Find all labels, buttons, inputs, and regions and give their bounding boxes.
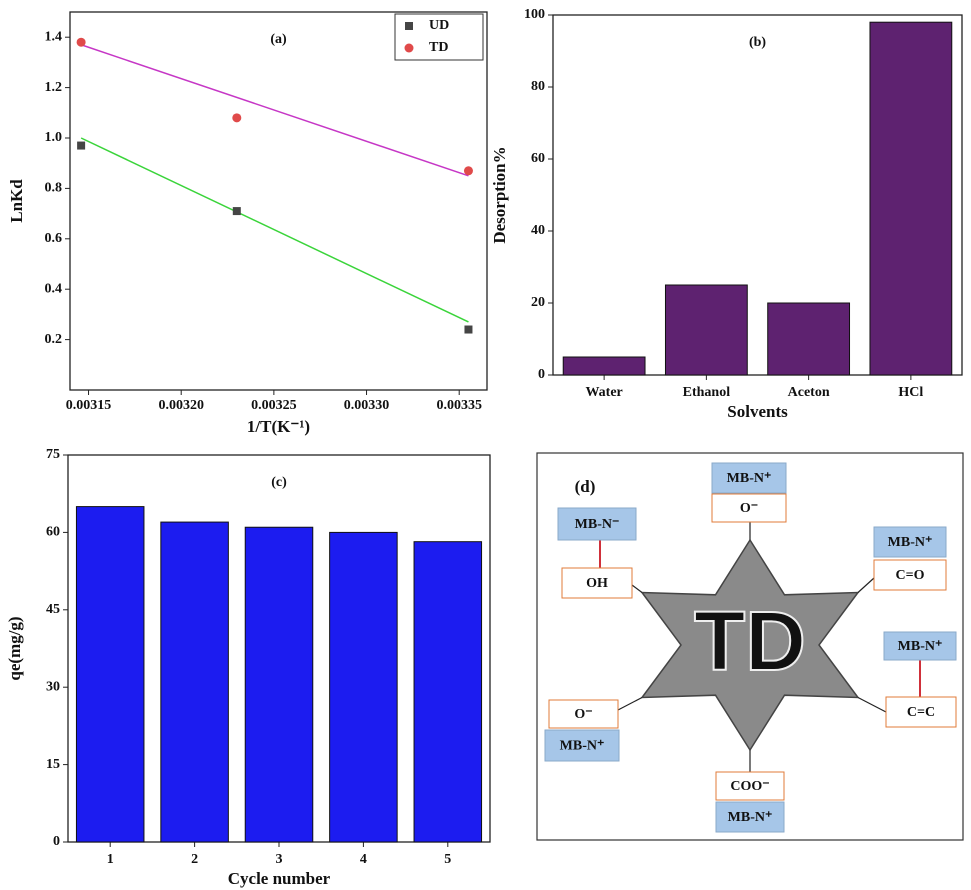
- y-axis-label: LnKd: [7, 179, 26, 223]
- y-tick-label: 0: [53, 834, 60, 849]
- panel-label: (b): [749, 35, 766, 50]
- site-box-label: COO⁻: [730, 779, 769, 794]
- x-tick-label: HCl: [898, 385, 923, 400]
- bar: [562, 356, 646, 376]
- panel-label: (d): [575, 477, 596, 496]
- y-axis-label: qe(mg/g): [5, 616, 24, 680]
- y-tick-label: 0.4: [45, 281, 63, 296]
- ion-box-label: MB-N⁺: [728, 810, 773, 825]
- x-tick-label: Aceton: [788, 385, 830, 400]
- site-box: [548, 699, 619, 729]
- site-box-label: C=O: [896, 568, 925, 583]
- y-tick-label: 0.6: [45, 231, 63, 246]
- x-axis-label: 1/T(K⁻¹): [247, 417, 310, 436]
- diagram-frame: [536, 452, 964, 841]
- site-box-label: O⁻: [574, 707, 592, 722]
- y-tick-label: 0.8: [45, 181, 63, 196]
- point: [464, 325, 473, 334]
- connector: [857, 577, 875, 593]
- y-tick-label: 0: [538, 367, 545, 382]
- plot-frame: [69, 11, 488, 391]
- y-tick-label: 0.2: [45, 332, 63, 347]
- connector: [617, 696, 643, 711]
- site-box-label: OH: [586, 576, 608, 591]
- y-tick-label: 30: [46, 679, 60, 694]
- ion-box: [711, 462, 787, 494]
- fit-line: [80, 44, 469, 177]
- site-box: [885, 696, 957, 728]
- x-tick-label: 0.00315: [66, 398, 112, 413]
- y-tick-label: 60: [46, 525, 60, 540]
- y-tick-label: 1.4: [45, 29, 63, 44]
- legend-marker: [404, 43, 414, 53]
- bar: [329, 531, 398, 843]
- connector: [631, 584, 643, 593]
- panel-label: (c): [271, 475, 287, 490]
- y-tick-label: 75: [46, 447, 60, 462]
- ion-box-label: MB-N⁺: [727, 471, 772, 486]
- x-tick-label: 0.00320: [158, 398, 204, 413]
- point: [463, 166, 473, 176]
- y-tick-label: 100: [524, 7, 545, 22]
- x-tick-label: 4: [360, 852, 367, 867]
- bar: [75, 506, 145, 843]
- y-tick-label: 15: [46, 757, 60, 772]
- legend-label: UD: [429, 18, 449, 33]
- y-tick-label: 40: [531, 223, 545, 238]
- x-axis-label: Solvents: [727, 402, 788, 421]
- ion-box: [544, 729, 620, 762]
- bar: [413, 541, 483, 843]
- x-tick-label: 3: [276, 852, 283, 867]
- x-tick-label: 0.00335: [436, 398, 482, 413]
- point: [76, 37, 86, 47]
- bar: [244, 526, 314, 843]
- ion-box-label: MB-N⁺: [560, 739, 605, 754]
- site-box: [715, 771, 785, 801]
- point: [232, 207, 241, 216]
- site-box: [711, 493, 787, 523]
- panel-label: (a): [270, 32, 287, 47]
- star-label: TD: [694, 594, 806, 688]
- site-box-label: C=C: [907, 705, 935, 720]
- y-tick-label: 60: [531, 151, 545, 166]
- ion-box: [557, 507, 637, 541]
- point: [77, 141, 86, 150]
- ion-box: [873, 526, 947, 558]
- x-tick-label: Water: [585, 385, 622, 400]
- bar: [664, 284, 748, 376]
- ion-box-label: MB-N⁺: [888, 535, 933, 550]
- ion-box: [883, 631, 957, 661]
- ion-box-label: MB-N⁻: [575, 517, 620, 532]
- plot-frame: [552, 14, 963, 376]
- y-tick-label: 1.0: [45, 130, 63, 145]
- x-tick-label: 2: [191, 852, 198, 867]
- x-tick-label: 0.00330: [344, 398, 390, 413]
- y-axis-label: Desorption%: [490, 146, 509, 243]
- site-box-label: O⁻: [740, 501, 758, 516]
- legend-label: TD: [429, 40, 448, 55]
- fit-line: [80, 137, 469, 323]
- site-box: [873, 559, 947, 591]
- x-tick-label: 5: [444, 852, 451, 867]
- connector: [857, 696, 887, 713]
- x-axis-label: Cycle number: [228, 869, 331, 888]
- y-tick-label: 20: [531, 295, 545, 310]
- ion-box-label: MB-N⁺: [898, 639, 943, 654]
- x-tick-label: 0.00325: [251, 398, 297, 413]
- x-tick-label: 1: [107, 852, 114, 867]
- y-tick-label: 1.2: [45, 80, 63, 95]
- ion-box: [715, 801, 785, 833]
- bar: [767, 302, 851, 376]
- y-tick-label: 45: [46, 602, 60, 617]
- site-box: [561, 567, 633, 599]
- point: [232, 113, 242, 123]
- bar: [160, 521, 229, 843]
- legend-marker: [405, 22, 413, 30]
- y-tick-label: 80: [531, 79, 545, 94]
- x-tick-label: Ethanol: [683, 385, 731, 400]
- bar: [869, 21, 953, 376]
